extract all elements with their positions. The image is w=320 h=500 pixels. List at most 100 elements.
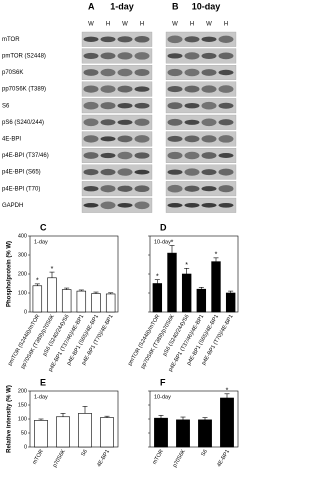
blot-background — [81, 148, 153, 163]
bar — [225, 292, 236, 313]
significance-star: * — [171, 239, 174, 246]
blot-row-label: p4E-BPI (T37/46) — [2, 153, 49, 159]
blot-band — [201, 135, 217, 143]
lane-label: H — [224, 22, 228, 28]
blot-band — [201, 169, 217, 176]
blot-band — [83, 36, 99, 42]
blot-band — [184, 135, 200, 143]
blot-band — [167, 53, 183, 59]
bar — [34, 420, 48, 448]
bar — [198, 419, 212, 448]
blot-band — [218, 168, 234, 176]
blot-band — [83, 52, 99, 59]
blot-band — [201, 101, 217, 110]
blot-band — [134, 68, 150, 77]
blot-band — [201, 52, 217, 59]
blot-background — [81, 164, 153, 180]
blot-band — [167, 135, 183, 142]
blot-band — [201, 69, 217, 76]
blot-band — [83, 85, 99, 93]
bar — [47, 277, 57, 313]
significance-star: * — [185, 262, 188, 269]
blot-band — [201, 36, 217, 42]
blot-band — [100, 102, 116, 110]
blot-band — [83, 152, 99, 159]
lane-label: H — [106, 22, 110, 28]
bar — [91, 293, 101, 313]
blot-band — [117, 36, 133, 43]
blot-band — [83, 186, 99, 192]
bar — [61, 289, 72, 313]
x-tick-label: S6 — [200, 449, 209, 458]
blot-band — [117, 135, 133, 143]
x-tick-label: mTOR — [32, 449, 45, 466]
significance-star: * — [226, 388, 229, 395]
blot-background — [165, 114, 237, 130]
y-tick-label: 150 — [18, 402, 27, 408]
blot-band — [83, 118, 99, 127]
panel-letter: D — [160, 222, 167, 232]
panel-title: 10-day — [192, 1, 221, 11]
y-tick-label: 200 — [18, 271, 27, 277]
blot-background — [165, 164, 237, 180]
blot-band — [117, 85, 133, 93]
bar — [176, 419, 190, 448]
y-tick-label: 0 — [24, 444, 27, 450]
y-tick-label: 0 — [24, 309, 27, 315]
bar — [167, 252, 177, 313]
lane-label: W — [88, 22, 94, 28]
chart-subtitle: 10-day — [154, 239, 171, 245]
blot-band — [218, 119, 234, 126]
blot-row-label: pmTOR (S2448) — [2, 53, 46, 59]
x-tick-label: p70S6K — [52, 448, 67, 468]
blot-band — [167, 184, 183, 193]
y-tick-label: 200 — [18, 388, 27, 394]
blot-band — [218, 185, 234, 193]
y-tick-label: 400 — [18, 233, 27, 239]
figure: mTOR pmTOR (S2448) p70S6K pp70S6K (T389) S6 p… — [2, 1, 239, 469]
blot-band — [100, 52, 116, 60]
blot-band — [218, 52, 234, 60]
blot-band — [218, 102, 234, 109]
blot-band — [100, 168, 116, 176]
bar — [220, 397, 234, 448]
blot-background — [165, 31, 237, 47]
blot-band — [134, 185, 150, 193]
blot-band — [184, 68, 200, 77]
blot-band — [134, 201, 150, 210]
chart-subtitle: 1-day — [34, 239, 48, 245]
lane-label: W — [206, 22, 212, 28]
blot-band — [134, 52, 150, 60]
blot-band — [134, 86, 150, 92]
blot-band — [184, 185, 200, 192]
blot-band — [167, 86, 183, 93]
blot-band — [167, 35, 183, 44]
blot-band — [83, 169, 99, 176]
blot-band — [201, 202, 217, 208]
bar — [100, 417, 114, 448]
y-tick-label: 50 — [21, 430, 27, 436]
blot-background — [81, 131, 153, 147]
blot-background — [165, 65, 237, 80]
bar — [78, 413, 92, 448]
bar — [76, 290, 87, 313]
blot-band — [100, 185, 116, 193]
x-tick-label: 4E-BP1 — [216, 449, 231, 468]
blot-band — [167, 68, 183, 77]
x-tick-label: S6 — [80, 449, 89, 458]
x-tick-label: 4E-BP1 — [96, 449, 111, 468]
blot-band — [117, 119, 133, 125]
blot-band — [100, 152, 116, 159]
blot-band — [134, 135, 150, 143]
blot-row-label: S6 — [2, 103, 10, 109]
blot-band — [134, 36, 150, 43]
y-axis-label: Relative intensity (% W) — [7, 385, 13, 453]
significance-star: * — [51, 266, 54, 273]
blot-band — [117, 52, 133, 60]
blot-band — [134, 169, 150, 175]
blot-band — [184, 36, 200, 43]
x-tick-label: mTOR — [152, 449, 165, 466]
blot-band — [184, 168, 200, 176]
blot-background — [165, 197, 237, 213]
lane-label: W — [122, 22, 128, 28]
